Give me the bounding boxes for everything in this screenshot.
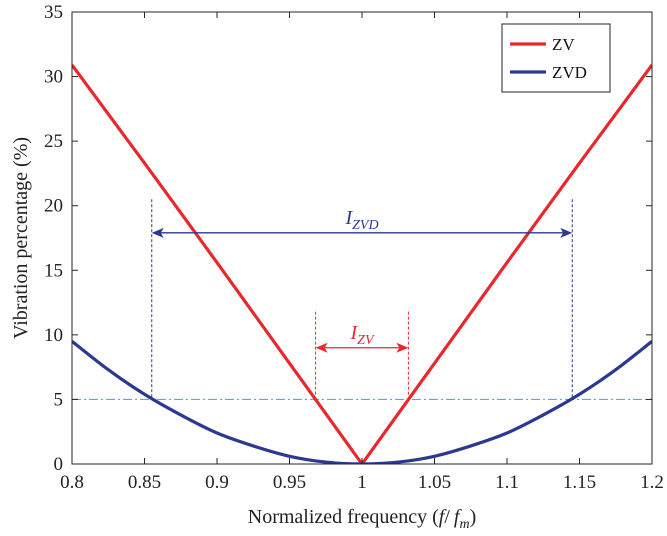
legend-label-zvd: ZVD (552, 63, 587, 82)
x-tick-label: 0.85 (128, 472, 161, 493)
x-axis-title-close: ) (470, 506, 477, 528)
x-tick-label: 1.15 (563, 472, 596, 493)
interval-label-base: I (344, 207, 353, 229)
y-tick-label: 25 (44, 131, 63, 152)
y-tick-label: 10 (44, 325, 63, 346)
arrowhead-left-zv (315, 342, 328, 353)
x-axis-title: Normalized frequency (f/fm) (248, 506, 477, 532)
y-axis-title: Vibration percentage (%) (10, 137, 32, 339)
y-tick-label: 35 (44, 2, 63, 23)
y-tick-label: 5 (54, 389, 64, 410)
x-tick-label: 1.2 (640, 472, 664, 493)
y-tick-label: 0 (54, 454, 64, 475)
tick-layer: 0.8 0.85 0.9 0.95 1 1.05 1.1 1.15 1.2 0 5 10 15 20 25 3… (44, 2, 664, 493)
x-axis-title-text: Normalized frequency ( (248, 506, 439, 528)
x-tick-label: 0.9 (205, 472, 229, 493)
x-tick-label: 0.8 (60, 472, 84, 493)
x-tick-label: 1 (357, 472, 367, 493)
x-tick-label: 1.05 (418, 472, 451, 493)
x-tick-label: 1.1 (495, 472, 519, 493)
x-axis-title-f: f (439, 506, 447, 528)
arrowhead-right-zvd (560, 227, 573, 238)
interval-label-sub: ZV (357, 333, 375, 348)
legend-label-zv: ZV (552, 35, 575, 54)
series-layer (72, 63, 652, 464)
series-line-zvd (72, 340, 652, 464)
interval-label-sub: ZVD (352, 218, 378, 233)
interval-label-base: I (349, 322, 358, 344)
x-axis-title-fm-sub: m (459, 517, 469, 532)
x-axis-title-fm: f (454, 506, 462, 528)
interval-label-zv: IZV (349, 322, 374, 348)
legend-box (501, 23, 611, 93)
y-tick-label: 20 (44, 196, 63, 217)
y-tick-label: 30 (44, 67, 63, 88)
arrowhead-left-zvd (151, 227, 164, 238)
y-tick-label: 15 (44, 260, 63, 281)
arrowhead-right-zv (396, 342, 409, 353)
legend: ZV ZVD (501, 23, 611, 93)
interval-label-zvd: IZVD (344, 207, 378, 233)
x-tick-label: 0.95 (273, 472, 306, 493)
x-axis-title-slash: / (444, 506, 450, 528)
series-line-zv (72, 63, 652, 464)
